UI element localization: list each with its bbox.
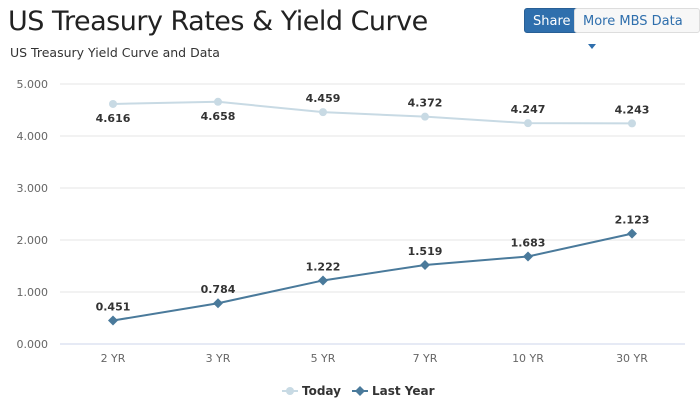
- page-title: US Treasury Rates & Yield Curve: [8, 6, 428, 37]
- page-subtitle: US Treasury Yield Curve and Data: [10, 45, 220, 60]
- last-year-point: [213, 298, 223, 309]
- last-year-point: [108, 315, 118, 326]
- last-year-point: [318, 275, 328, 286]
- data-label: 2.123: [615, 214, 650, 227]
- data-label: 1.519: [408, 245, 443, 258]
- x-tick-label: 30 YR: [616, 352, 648, 365]
- y-tick-label: 0.000: [17, 338, 49, 351]
- caret-down-icon: [588, 44, 596, 49]
- today-point: [109, 99, 117, 108]
- data-label: 4.372: [408, 97, 443, 110]
- x-tick-label: 10 YR: [512, 352, 544, 365]
- more-mbs-data-dropdown[interactable]: More MBS Data: [574, 8, 700, 49]
- y-tick-label: 3.000: [17, 182, 49, 195]
- data-label: 4.459: [306, 92, 341, 105]
- y-tick-label: 1.000: [17, 286, 49, 299]
- share-button[interactable]: Share: [524, 8, 580, 33]
- x-tick-label: 7 YR: [413, 352, 438, 365]
- y-tick-label: 2.000: [17, 234, 49, 247]
- today-point: [214, 97, 222, 106]
- today-point: [421, 112, 429, 121]
- y-tick-label: 5.000: [17, 78, 49, 91]
- data-label: 4.658: [201, 110, 236, 123]
- data-label: 4.616: [96, 112, 131, 125]
- more-label: More MBS Data: [583, 14, 683, 29]
- legend-today-marker: [286, 387, 294, 395]
- today-point: [628, 119, 636, 128]
- data-label: 0.451: [96, 301, 131, 314]
- data-label: 1.683: [511, 236, 546, 249]
- last-year-point: [523, 251, 533, 262]
- legend-last-year-label: Last Year: [372, 384, 435, 398]
- series-line-1: [112, 232, 633, 322]
- today-point: [524, 119, 532, 128]
- x-tick-label: 2 YR: [101, 352, 126, 365]
- legend-last-year-marker: [355, 386, 365, 396]
- y-tick-label: 4.000: [17, 130, 49, 143]
- data-label: 1.222: [306, 260, 341, 273]
- today-point: [319, 108, 327, 117]
- data-label: 4.243: [615, 103, 650, 116]
- last-year-point: [627, 228, 637, 239]
- legend-today-label: Today: [302, 384, 341, 398]
- data-label: 4.247: [511, 103, 546, 116]
- x-tick-label: 5 YR: [311, 352, 336, 365]
- last-year-point: [420, 260, 430, 271]
- x-tick-label: 3 YR: [206, 352, 231, 365]
- data-label: 0.784: [201, 283, 236, 296]
- series-line-0: [112, 100, 633, 125]
